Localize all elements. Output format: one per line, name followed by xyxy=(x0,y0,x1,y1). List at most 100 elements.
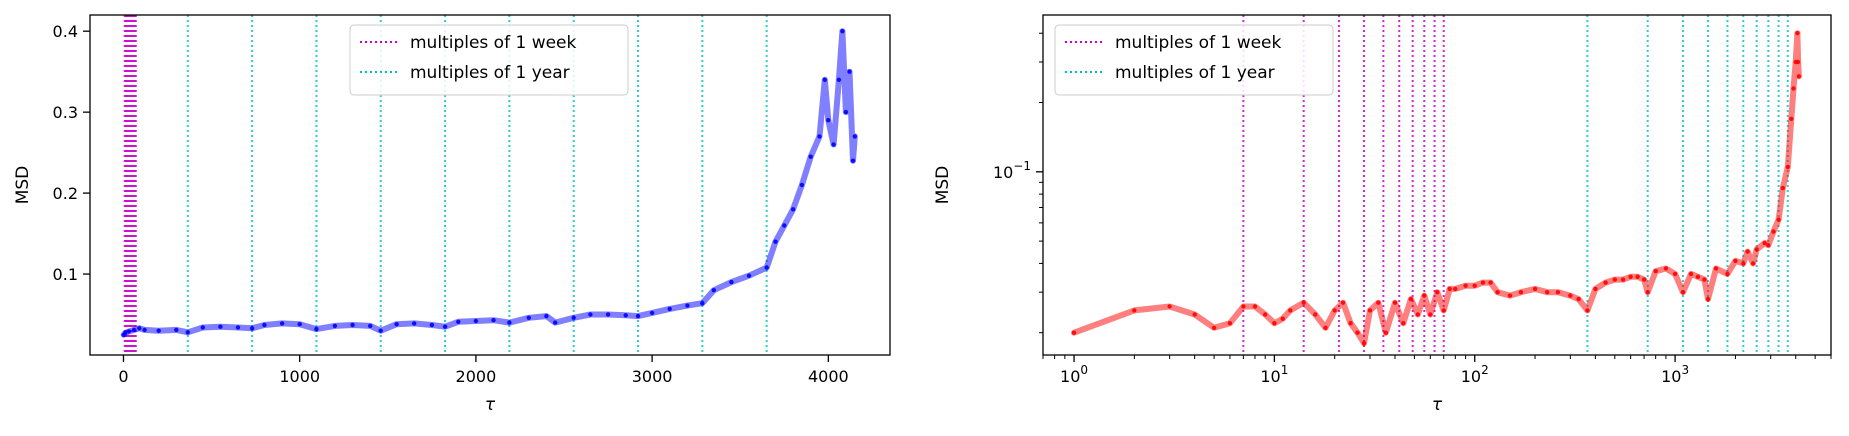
x-tick-label-exponent: 3 xyxy=(1681,363,1689,377)
data-point xyxy=(1672,271,1678,277)
data-point xyxy=(1507,293,1513,298)
y-tick-label: 10−1 xyxy=(993,159,1031,182)
data-point xyxy=(1776,217,1781,222)
data-point xyxy=(1361,341,1367,346)
data-point xyxy=(588,312,593,317)
data-point xyxy=(262,322,267,328)
data-point xyxy=(1733,258,1738,264)
x-tick-label-base: 0 xyxy=(118,367,128,386)
data-point xyxy=(635,313,641,319)
left-panel-linear: 0 1000 2000 3000 4000 0.1 0.2 0.3 0.4 τ MSD multipl… xyxy=(13,14,891,415)
y-tick-label-base: 0.2 xyxy=(53,184,78,203)
data-point xyxy=(1441,308,1446,313)
legend-label: multiples of 1 year xyxy=(1115,63,1275,83)
data-point xyxy=(1705,296,1711,302)
data-point xyxy=(1762,240,1767,246)
x-tick-label-base: 10 xyxy=(1060,367,1080,386)
legend-label: multiples of 1 year xyxy=(410,63,570,83)
data-point xyxy=(123,330,128,336)
x-axis-label: τ xyxy=(1432,395,1443,415)
x-axis-label: τ xyxy=(485,395,496,415)
data-point xyxy=(491,318,496,323)
axes-frame xyxy=(89,14,891,356)
data-point xyxy=(1428,312,1433,317)
data-point xyxy=(1791,86,1796,91)
plot-area xyxy=(1071,15,1802,355)
data-point xyxy=(1750,261,1756,266)
y-tick-label: 0.1 xyxy=(53,265,78,284)
y-axis-label: MSD xyxy=(13,166,33,205)
data-point xyxy=(1555,290,1561,295)
data-point xyxy=(1663,266,1669,271)
data-point xyxy=(1780,185,1786,191)
data-point xyxy=(1645,290,1650,295)
data-point xyxy=(843,109,849,115)
data-point xyxy=(156,328,161,333)
data-point xyxy=(1745,249,1750,254)
y-tick-label: 0.2 xyxy=(53,184,78,203)
data-point xyxy=(1340,300,1346,305)
data-point xyxy=(1795,31,1800,36)
data-point xyxy=(1252,304,1258,309)
y-tick-label-exponent: −1 xyxy=(1013,159,1031,173)
data-point xyxy=(412,321,417,326)
x-tick-label-base: 1000 xyxy=(279,367,320,386)
data-point xyxy=(729,279,734,285)
data-point xyxy=(850,158,856,163)
data-point xyxy=(1480,280,1486,285)
data-point xyxy=(1288,308,1293,313)
data-point xyxy=(571,315,576,320)
data-point xyxy=(1532,286,1538,292)
data-point xyxy=(1272,321,1277,326)
data-point xyxy=(1603,280,1608,285)
data-point xyxy=(249,326,255,331)
y-tick-label: 0.4 xyxy=(53,22,78,41)
data-point xyxy=(826,118,831,123)
data-point xyxy=(1495,290,1500,295)
y-axis-label: MSD xyxy=(933,166,953,205)
data-point xyxy=(544,313,549,319)
data-point xyxy=(1447,286,1452,292)
data-point xyxy=(782,223,787,228)
data-point xyxy=(1401,321,1406,326)
data-point xyxy=(126,329,131,334)
data-point xyxy=(1635,274,1640,279)
y-tick-label-base: 0.4 xyxy=(53,22,78,41)
x-tick-label-exponent: 2 xyxy=(1481,363,1489,377)
x-tick-label: 4000 xyxy=(808,367,849,386)
x-tick-label-base: 2000 xyxy=(456,367,497,386)
data-point xyxy=(836,77,842,83)
data-point xyxy=(808,154,813,159)
x-tick-label-base: 10 xyxy=(1661,367,1681,386)
data-point xyxy=(764,265,769,270)
data-point xyxy=(553,320,558,325)
data-point xyxy=(1453,286,1458,292)
data-point xyxy=(1355,330,1360,335)
legend-label: multiples of 1 week xyxy=(1115,33,1282,53)
data-point xyxy=(429,322,435,328)
x-tick-label-exponent: 1 xyxy=(1281,363,1289,377)
data-point xyxy=(1301,300,1306,305)
x-tick-label: 1000 xyxy=(279,367,320,386)
x-tick-label-base: 10 xyxy=(1260,367,1280,386)
data-point xyxy=(1348,321,1353,326)
data-point xyxy=(456,319,461,324)
data-point xyxy=(1628,274,1633,279)
x-tick-label-base: 10 xyxy=(1461,367,1481,386)
data-point xyxy=(817,134,822,139)
y-tick-label: 0.3 xyxy=(53,103,78,122)
data-point xyxy=(700,301,705,306)
x-tick-label: 101 xyxy=(1260,363,1288,386)
data-point xyxy=(1795,59,1801,65)
data-point xyxy=(822,77,827,83)
data-point xyxy=(685,303,690,308)
legend: multiples of 1 week multiples of 1 year xyxy=(1054,24,1334,96)
data-point xyxy=(1392,300,1398,305)
data-point xyxy=(623,313,628,318)
legend-box xyxy=(349,24,629,96)
data-point xyxy=(1641,277,1647,282)
data-point xyxy=(1227,321,1233,326)
data-point xyxy=(473,318,479,324)
data-point xyxy=(279,321,285,326)
data-point xyxy=(368,323,373,329)
